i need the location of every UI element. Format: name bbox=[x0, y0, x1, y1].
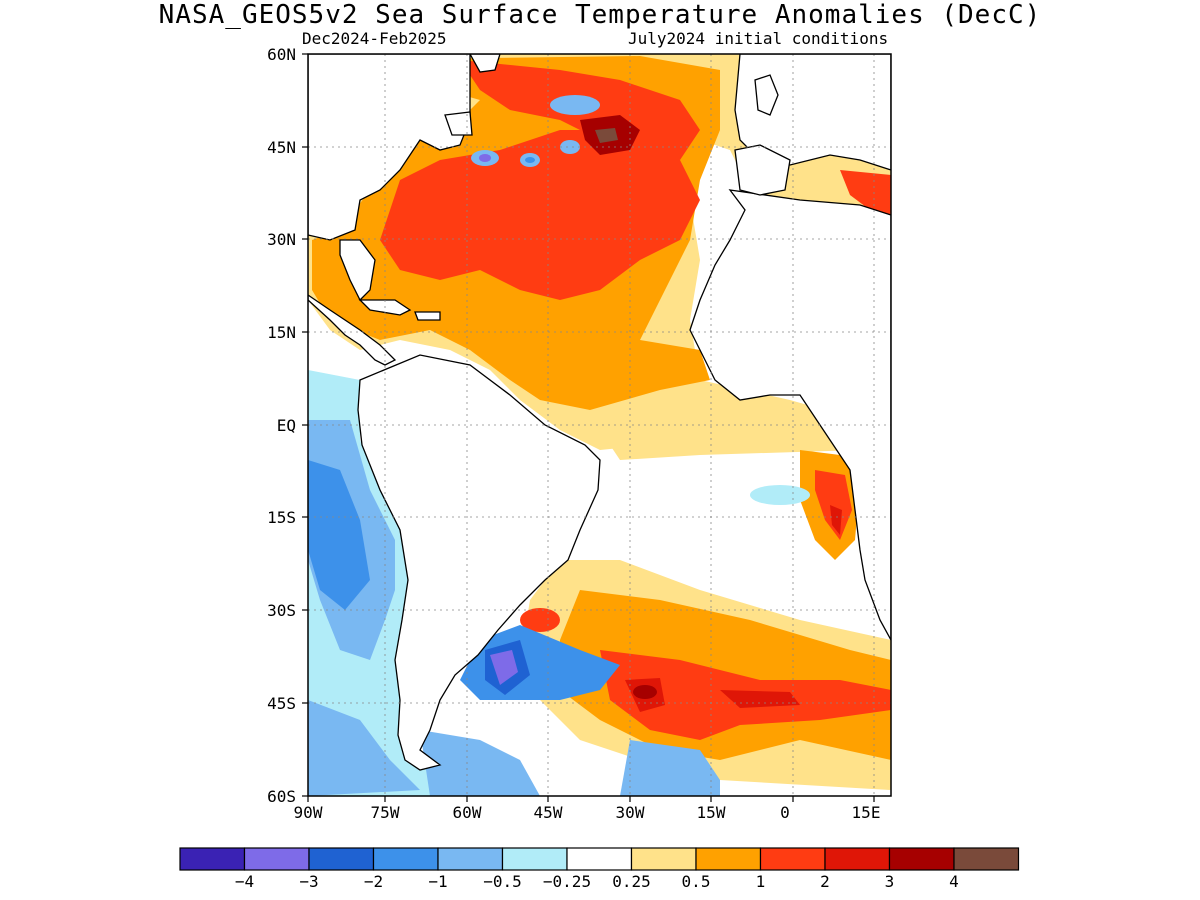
iberia-landmass bbox=[734, 144, 791, 196]
colorbar-label: 3 bbox=[884, 872, 895, 891]
africa-landmass bbox=[689, 189, 891, 641]
lat-label-30n: 30N bbox=[267, 230, 296, 249]
lat-label-15s: 15S bbox=[267, 508, 296, 527]
lon-label-15w: 15W bbox=[696, 803, 726, 822]
florida-landmass bbox=[339, 239, 376, 302]
colorbar-label: −4 bbox=[234, 872, 255, 891]
colorbar-label: −3 bbox=[299, 872, 319, 891]
central-america-landmass bbox=[308, 294, 397, 366]
south-america-landmass bbox=[357, 354, 601, 771]
lon-label-90w: 90W bbox=[293, 803, 323, 822]
axis-ticks bbox=[302, 53, 875, 802]
forecast-period: Dec2024-Feb2025 bbox=[302, 29, 447, 48]
newfoundland-landmass bbox=[444, 111, 473, 136]
chart-title: NASA_GEOS5v2 Sea Surface Temperature Ano… bbox=[158, 0, 1042, 30]
lon-label-45w: 45W bbox=[533, 803, 563, 822]
lon-label-30w: 30W bbox=[615, 803, 645, 822]
gridlines bbox=[308, 54, 891, 796]
lat-label-60s: 60S bbox=[267, 787, 296, 806]
colorbar-label: 1 bbox=[755, 872, 766, 891]
land bbox=[308, 54, 891, 771]
lat-label-45s: 45S bbox=[267, 694, 296, 713]
colorbar-label: −0.25 bbox=[542, 872, 592, 891]
lat-label-15n: 15N bbox=[267, 323, 296, 342]
colorbar-label: −1 bbox=[428, 872, 448, 891]
hispaniola-landmass bbox=[414, 311, 441, 321]
lat-label-60n: 60N bbox=[267, 45, 296, 64]
europe-landmass bbox=[734, 54, 891, 171]
anomaly-region-n-atlantic-warm bbox=[380, 130, 700, 300]
colorbar-label: 0.5 bbox=[681, 872, 711, 891]
lat-label-45n: 45N bbox=[267, 138, 296, 157]
lon-label-60w: 60W bbox=[452, 803, 482, 822]
lon-label-15e: 15E bbox=[851, 803, 881, 822]
colorbar-label: 0.25 bbox=[612, 872, 651, 891]
lat-label-eq: EQ bbox=[276, 416, 296, 435]
lon-label-0: 0 bbox=[780, 803, 790, 822]
greenland-tip-landmass bbox=[469, 54, 501, 73]
colorbar-label: 2 bbox=[820, 872, 830, 891]
anomaly-region-s-atlantic-very-warm bbox=[625, 678, 800, 712]
colorbar-label: 4 bbox=[949, 872, 959, 891]
lon-label-75w: 75W bbox=[370, 803, 400, 822]
colorbar-label: −0.5 bbox=[483, 872, 522, 891]
lat-label-30s: 30S bbox=[267, 601, 296, 620]
anomaly-region-n-atlantic-extreme-core bbox=[595, 128, 618, 143]
british-isles-landmass bbox=[754, 74, 779, 116]
colorbar-label: −2 bbox=[363, 872, 384, 891]
initial-conditions: July2024 initial conditions bbox=[628, 29, 889, 48]
